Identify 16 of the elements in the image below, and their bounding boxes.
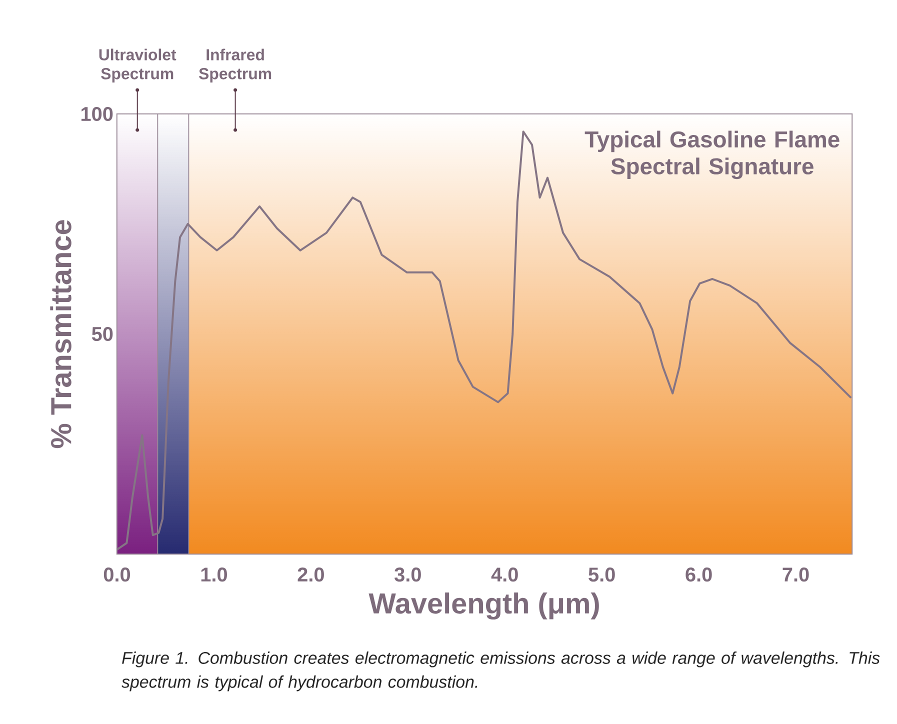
y-tick-label: 100 — [81, 106, 113, 122]
band-label: Ultraviolet Spectrum — [99, 48, 176, 82]
text: Typical Gasoline Flame Spectral Signature — [584, 130, 840, 180]
x-axis-title: Wavelength (μm) — [368, 592, 599, 620]
x-tick-label: 1.0 — [201, 568, 227, 582]
x-tick-label: 4.0 — [491, 568, 518, 582]
x-tick-label: 3.0 — [394, 568, 421, 582]
x-tick-label: 0.0 — [104, 568, 130, 582]
x-tick-label: 5.0 — [588, 568, 615, 582]
caption: Figure 1. Combustion creates electromagnetic emissions across a wide range of wavelengths. This spectrum is typical of hydrocarbon combustion. — [122, 652, 880, 692]
x-tick-label: 2.0 — [298, 568, 324, 582]
x-tick-label: 6.0 — [686, 568, 712, 582]
y-axis-title: % Transmittance — [50, 220, 72, 448]
x-tick-label: 7.0 — [782, 568, 809, 582]
band-label: Infrared Spectrum — [198, 48, 272, 82]
y-tick-label: 50 — [92, 326, 113, 342]
